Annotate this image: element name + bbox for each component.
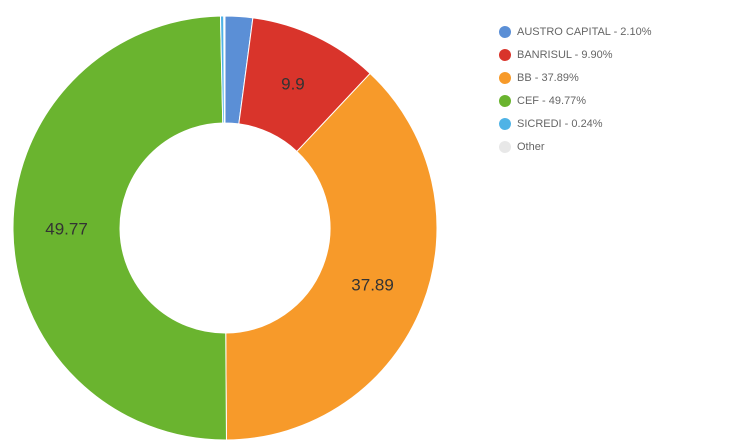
slice (12, 15, 227, 441)
legend-label: BB - 37.89% (517, 72, 579, 84)
legend-label: SICREDI - 0.24% (517, 118, 603, 130)
legend-marker (499, 118, 511, 130)
legend-label: Other (517, 141, 545, 153)
slice (219, 15, 225, 124)
legend-label: AUSTRO CAPITAL - 2.10% (517, 26, 652, 38)
legend-marker (499, 141, 511, 153)
data-label: 37.89 (351, 275, 394, 294)
legend-marker (499, 26, 511, 38)
legend-marker (499, 72, 511, 84)
data-label: 49.77 (45, 220, 88, 239)
legend-marker (499, 49, 511, 61)
legend-label: CEF - 49.77% (517, 95, 586, 107)
legend-marker (499, 95, 511, 107)
slice (225, 72, 438, 441)
data-label: 9.9 (281, 74, 305, 93)
legend-label: BANRISUL - 9.90% (517, 49, 613, 61)
